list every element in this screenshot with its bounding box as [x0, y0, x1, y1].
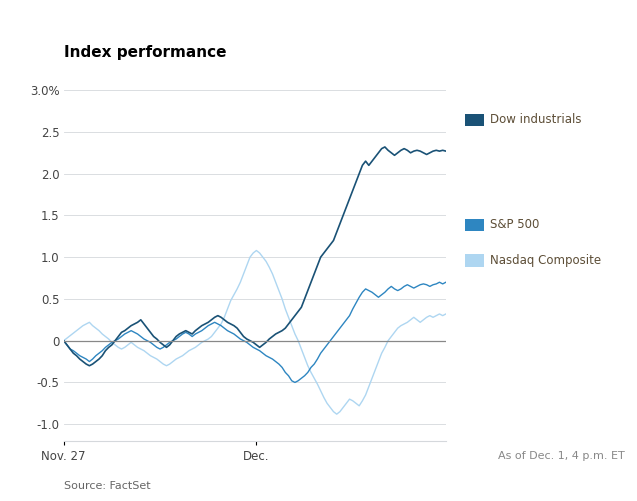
- Text: S&P 500: S&P 500: [490, 218, 540, 231]
- Text: Dow industrials: Dow industrials: [490, 113, 582, 126]
- Text: Source: FactSet: Source: FactSet: [64, 481, 150, 491]
- Text: As of Dec. 1, 4 p.m. ET: As of Dec. 1, 4 p.m. ET: [497, 451, 624, 461]
- Text: Index performance: Index performance: [64, 45, 226, 60]
- Text: Nasdaq Composite: Nasdaq Composite: [490, 254, 601, 267]
